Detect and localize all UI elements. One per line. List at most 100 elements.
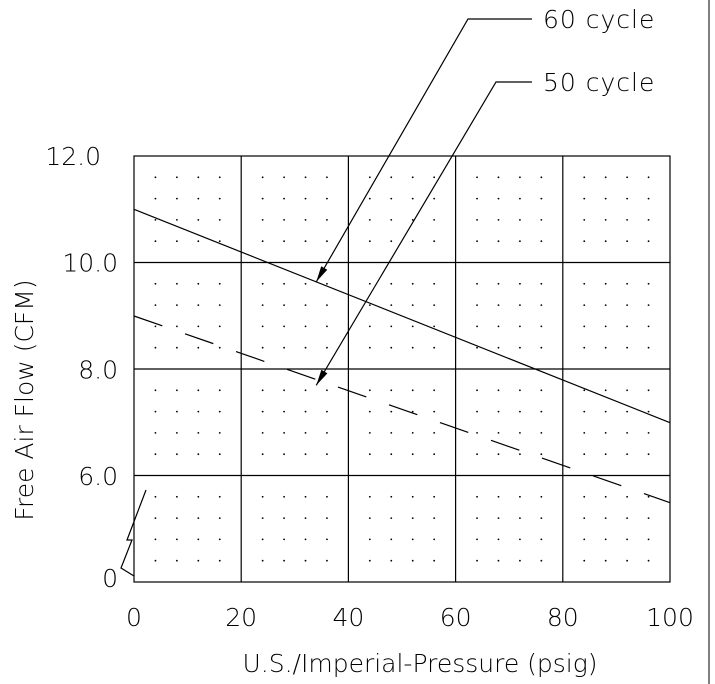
minor-grid-dot xyxy=(326,240,328,243)
minor-grid-dot xyxy=(154,304,157,306)
minor-grid-dot xyxy=(519,197,521,200)
minor-grid-dot xyxy=(304,325,307,328)
x-tick-label: 0 xyxy=(126,603,142,632)
minor-grid-dot xyxy=(583,559,586,562)
minor-grid-dot xyxy=(154,240,157,243)
y-tick-label: 0 xyxy=(102,564,118,593)
minor-grid-dot xyxy=(326,517,328,519)
minor-grid-dot xyxy=(154,219,157,221)
y-tick-label: 8.0 xyxy=(78,355,118,384)
minor-grid-dot xyxy=(390,304,393,306)
minor-grid-dot xyxy=(647,176,650,179)
minor-grid-dot xyxy=(304,176,307,179)
minor-grid-dot xyxy=(497,517,500,519)
minor-grid-dot xyxy=(261,495,264,498)
minor-grid-dot xyxy=(283,240,285,243)
minor-grid-dot xyxy=(647,346,650,349)
minor-grid-dot xyxy=(647,282,650,285)
minor-grid-dot xyxy=(433,517,436,519)
minor-grid-dot xyxy=(497,389,500,392)
minor-grid-dot xyxy=(583,538,586,541)
minor-grid-dot xyxy=(261,176,264,179)
minor-grid-dot xyxy=(175,197,178,200)
minor-grid-dot xyxy=(476,282,478,285)
minor-grid-dot xyxy=(497,219,500,221)
minor-grid-dot xyxy=(175,346,178,349)
minor-grid-dot xyxy=(497,304,500,306)
minor-grid-dot xyxy=(197,346,200,349)
y-tick-label: 6.0 xyxy=(78,462,118,491)
minor-grid-dot xyxy=(197,538,200,541)
minor-grid-dot xyxy=(476,389,478,392)
minor-grid-dot xyxy=(583,517,586,519)
minor-grid-dot xyxy=(261,559,264,562)
minor-grid-dot xyxy=(326,410,328,413)
minor-grid-dot xyxy=(175,432,178,434)
minor-grid-dot xyxy=(540,453,543,456)
minor-grid-dot xyxy=(175,304,178,306)
minor-grid-dot xyxy=(261,197,264,200)
minor-grid-dot xyxy=(326,346,328,349)
minor-grid-dot xyxy=(411,495,414,498)
minor-grid-dot xyxy=(261,346,264,349)
minor-grid-dot xyxy=(626,538,629,541)
minor-grid-dot xyxy=(283,282,285,285)
minor-grid-dot xyxy=(390,517,393,519)
minor-grid-dot xyxy=(218,282,221,285)
minor-grid-dot xyxy=(175,453,178,456)
minor-grid-dot xyxy=(647,432,650,434)
minor-grid-dot xyxy=(411,325,414,328)
minor-grid-dot xyxy=(218,219,221,221)
minor-grid-dot xyxy=(583,432,586,434)
minor-grid-dot xyxy=(411,517,414,519)
minor-grid-dot xyxy=(197,176,200,179)
minor-grid-dot xyxy=(647,495,650,498)
minor-grid-dot xyxy=(304,432,307,434)
minor-grid-dot xyxy=(261,538,264,541)
minor-grid-dot xyxy=(218,495,221,498)
x-tick-label: 20 xyxy=(225,603,257,632)
minor-grid-dot xyxy=(390,389,393,392)
minor-grid-dot xyxy=(476,453,478,456)
minor-grid-dot xyxy=(433,538,436,541)
minor-grid-dot xyxy=(390,282,393,285)
minor-grid-dot xyxy=(326,432,328,434)
minor-grid-dot xyxy=(175,495,178,498)
minor-grid-dot xyxy=(304,197,307,200)
minor-grid-dot xyxy=(218,453,221,456)
callout-label: 50 cycle xyxy=(543,68,655,97)
minor-grid-dot xyxy=(326,495,328,498)
minor-grid-dot xyxy=(604,282,607,285)
minor-grid-dot xyxy=(604,176,607,179)
y-axis-label: Free Air Flow (CFM) xyxy=(10,279,39,520)
minor-grid-dot xyxy=(476,304,478,306)
minor-grid-dot xyxy=(583,282,586,285)
minor-grid-dot xyxy=(304,304,307,306)
minor-grid-dot xyxy=(519,453,521,456)
minor-grid-dot xyxy=(476,432,478,434)
y-tick-labels: 0 6.0 8.0 10.0 12.0 xyxy=(45,142,118,593)
minor-grid-dot xyxy=(197,559,200,562)
minor-grid-dot xyxy=(411,282,414,285)
minor-grid-dot xyxy=(154,538,157,541)
minor-grid-dot xyxy=(304,282,307,285)
minor-grid-dot xyxy=(368,432,371,434)
minor-grid-dot xyxy=(218,410,221,413)
minor-grid-dot xyxy=(390,176,393,179)
minor-grid-dot xyxy=(283,389,285,392)
minor-grid-dot xyxy=(390,219,393,221)
minor-grid-dot xyxy=(476,240,478,243)
minor-grid-dot xyxy=(411,432,414,434)
callout-leader xyxy=(315,81,532,386)
minor-grid-dot xyxy=(304,240,307,243)
minor-grid-dot xyxy=(540,538,543,541)
minor-grid-dot xyxy=(368,176,371,179)
minor-grid-dot xyxy=(583,410,586,413)
minor-grid-dot xyxy=(261,325,264,328)
minor-grid-dot xyxy=(540,517,543,519)
callout-leader xyxy=(315,18,532,283)
minor-grid-dot xyxy=(175,538,178,541)
minor-grid-dot xyxy=(476,410,478,413)
minor-grid-dot xyxy=(368,282,371,285)
minor-grid-dot xyxy=(283,176,285,179)
